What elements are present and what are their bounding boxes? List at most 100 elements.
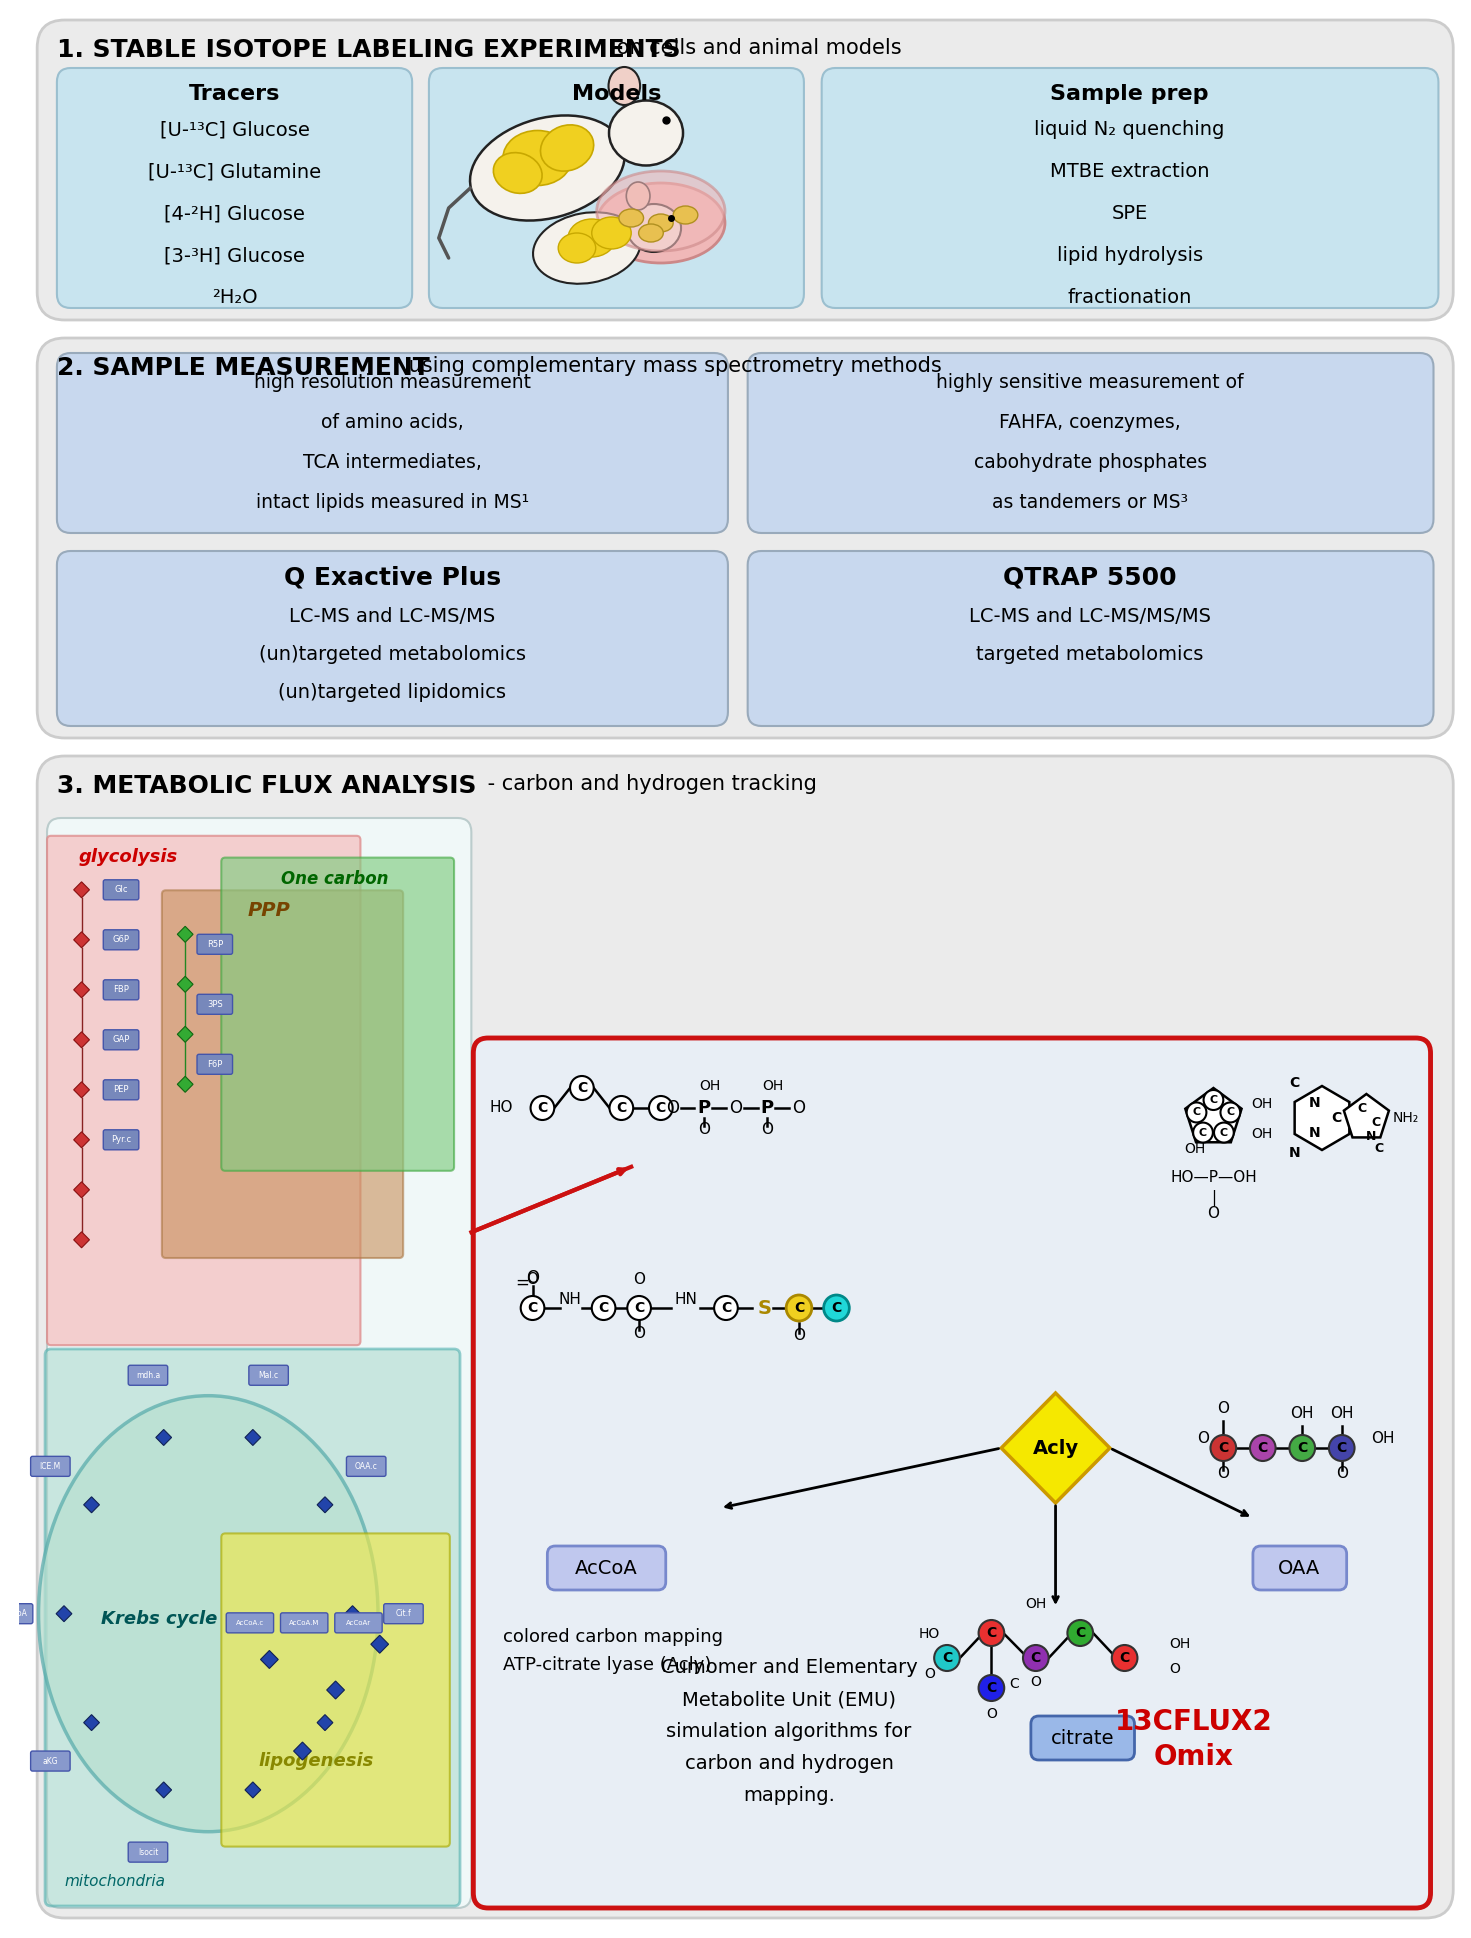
Polygon shape (246, 1781, 260, 1798)
Ellipse shape (568, 219, 615, 258)
Text: targeted metabolomics: targeted metabolomics (977, 645, 1203, 665)
Text: O: O (793, 1099, 806, 1116)
Text: G6P: G6P (113, 936, 129, 944)
Polygon shape (156, 1430, 172, 1446)
Text: LC-MS and LC-MS/MS: LC-MS and LC-MS/MS (290, 607, 496, 626)
Circle shape (1068, 1620, 1093, 1645)
Text: PPP: PPP (247, 901, 290, 921)
Text: Sample prep: Sample prep (1050, 83, 1209, 105)
Circle shape (1112, 1645, 1137, 1671)
Text: N: N (1308, 1126, 1319, 1140)
Polygon shape (84, 1715, 100, 1731)
Circle shape (1022, 1645, 1049, 1671)
Text: HO: HO (490, 1101, 513, 1116)
Text: C: C (1193, 1107, 1200, 1118)
Text: R5P: R5P (206, 940, 224, 950)
Ellipse shape (503, 130, 572, 186)
Text: mitochondria: mitochondria (65, 1874, 166, 1890)
Text: N: N (1367, 1130, 1377, 1143)
Polygon shape (74, 1233, 90, 1248)
Text: C: C (1337, 1442, 1347, 1455)
Text: C: C (1297, 1442, 1308, 1455)
Ellipse shape (38, 1395, 378, 1831)
FancyBboxPatch shape (103, 930, 138, 950)
Text: HN: HN (674, 1293, 697, 1308)
Text: S: S (758, 1298, 771, 1318)
FancyBboxPatch shape (31, 1455, 71, 1477)
Text: ²H₂O: ²H₂O (212, 289, 257, 306)
Text: LC-MS and LC-MS/MS/MS: LC-MS and LC-MS/MS/MS (969, 607, 1211, 626)
FancyBboxPatch shape (347, 1455, 385, 1477)
Text: 1. STABLE ISOTOPE LABELING EXPERIMENTS: 1. STABLE ISOTOPE LABELING EXPERIMENTS (57, 39, 681, 62)
Polygon shape (74, 1031, 90, 1048)
Circle shape (786, 1295, 812, 1322)
Text: [3-³H] Glucose: [3-³H] Glucose (165, 246, 304, 266)
Text: GAP: GAP (112, 1035, 129, 1045)
Circle shape (1193, 1122, 1214, 1143)
Text: Q Exactive Plus: Q Exactive Plus (284, 566, 502, 589)
Ellipse shape (674, 205, 697, 225)
FancyBboxPatch shape (0, 1605, 32, 1624)
Text: C: C (537, 1101, 547, 1114)
Text: OH: OH (700, 1079, 721, 1093)
Circle shape (649, 1097, 672, 1120)
Ellipse shape (533, 213, 640, 283)
Text: SucCoA: SucCoA (0, 1609, 28, 1618)
Text: Cumomer and Elementary: Cumomer and Elementary (660, 1659, 918, 1676)
Ellipse shape (609, 101, 683, 165)
Text: fractionation: fractionation (1068, 289, 1192, 306)
Text: Glc: Glc (115, 886, 128, 893)
Text: FBP: FBP (113, 985, 129, 994)
FancyBboxPatch shape (747, 550, 1434, 727)
Ellipse shape (591, 217, 631, 248)
Polygon shape (246, 1430, 260, 1446)
Text: SPE: SPE (1112, 203, 1147, 223)
Circle shape (1328, 1434, 1355, 1461)
Text: N: N (1308, 1097, 1319, 1110)
Text: 3PS: 3PS (207, 1000, 222, 1010)
Text: C: C (1119, 1651, 1130, 1665)
Circle shape (591, 1297, 615, 1320)
Text: 2. SAMPLE MEASUREMENT: 2. SAMPLE MEASUREMENT (57, 357, 430, 380)
Circle shape (531, 1097, 555, 1120)
Polygon shape (260, 1651, 278, 1669)
Text: |: | (1211, 1190, 1217, 1205)
Text: OH: OH (1250, 1097, 1272, 1110)
Text: O: O (730, 1099, 743, 1116)
FancyBboxPatch shape (57, 353, 728, 533)
FancyBboxPatch shape (103, 1079, 138, 1099)
FancyBboxPatch shape (37, 19, 1453, 320)
Text: NH: NH (559, 1293, 581, 1308)
Text: OH: OH (762, 1079, 784, 1093)
Circle shape (713, 1297, 738, 1320)
FancyBboxPatch shape (474, 1039, 1430, 1909)
Text: C: C (1258, 1442, 1268, 1455)
Text: C: C (1289, 1076, 1299, 1089)
Text: OH: OH (1330, 1405, 1353, 1421)
Text: C: C (1075, 1626, 1086, 1640)
FancyBboxPatch shape (197, 994, 232, 1014)
Ellipse shape (649, 213, 674, 233)
Circle shape (1221, 1103, 1240, 1122)
FancyBboxPatch shape (31, 1752, 71, 1771)
Text: carbon and hydrogen: carbon and hydrogen (684, 1754, 893, 1773)
Text: C: C (1219, 1128, 1228, 1138)
Text: OH: OH (1025, 1597, 1046, 1610)
Text: 13CFLUX2: 13CFLUX2 (1115, 1707, 1272, 1736)
Text: highly sensitive measurement of: highly sensitive measurement of (937, 372, 1244, 391)
Text: Cit.f: Cit.f (396, 1609, 412, 1618)
Polygon shape (1186, 1087, 1242, 1141)
Text: (un)targeted lipidomics: (un)targeted lipidomics (278, 682, 506, 702)
Text: O: O (762, 1122, 774, 1138)
Text: - carbon and hydrogen tracking: - carbon and hydrogen tracking (481, 773, 816, 795)
Text: Metabolite Unit (EMU): Metabolite Unit (EMU) (683, 1690, 896, 1709)
Text: C: C (1375, 1141, 1384, 1155)
Ellipse shape (627, 182, 650, 209)
Text: C: C (634, 1300, 644, 1316)
Text: O: O (527, 1273, 538, 1287)
Circle shape (627, 1297, 652, 1320)
FancyBboxPatch shape (37, 337, 1453, 738)
Text: lipid hydrolysis: lipid hydrolysis (1056, 246, 1203, 266)
FancyBboxPatch shape (384, 1605, 424, 1624)
Text: C: C (1227, 1107, 1234, 1118)
